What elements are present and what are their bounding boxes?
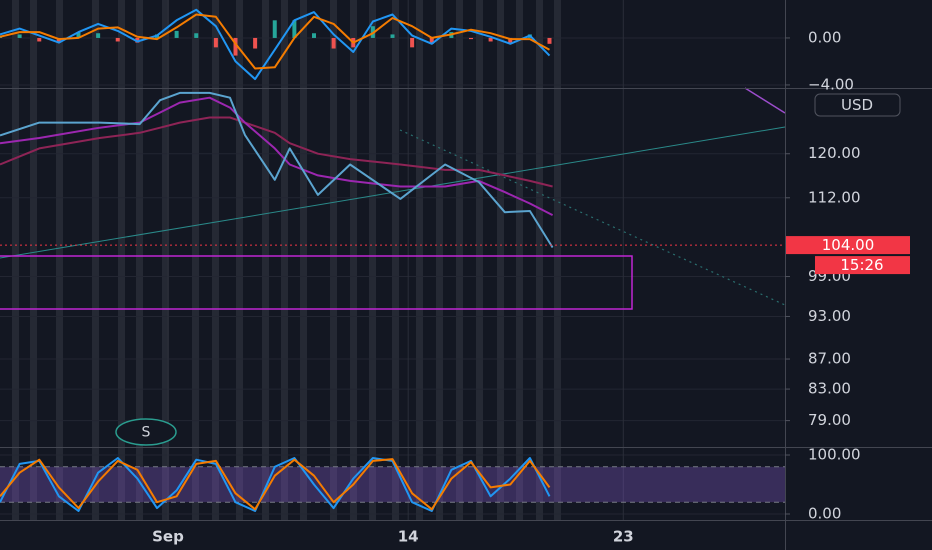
histogram-bar <box>508 37 513 43</box>
y-tick-label: 87.00 <box>808 350 851 368</box>
series-line <box>0 8 551 81</box>
y-tick-label: 0.00 <box>808 504 841 522</box>
event-marker[interactable] <box>115 418 177 446</box>
histogram-bar <box>115 37 120 42</box>
histogram-bar <box>429 37 434 44</box>
session-stripe <box>456 0 463 520</box>
event-marker-label: S <box>142 425 151 441</box>
plots <box>0 8 785 512</box>
trend-line <box>744 87 786 114</box>
histogram-bar <box>488 37 493 42</box>
band-fill <box>0 466 785 503</box>
series-line <box>0 116 553 188</box>
session-stripe <box>350 0 357 520</box>
session-stripe <box>12 0 19 520</box>
histogram-bar <box>547 37 552 44</box>
histogram-bar <box>233 37 238 56</box>
histogram-bar <box>331 37 336 49</box>
last-price-badge <box>786 236 910 255</box>
session-stripe <box>416 0 423 520</box>
session-stripe <box>330 0 337 520</box>
histogram-bar <box>135 37 140 43</box>
session-stripe <box>56 0 63 520</box>
histogram-bar <box>76 32 81 38</box>
series-line <box>0 91 554 249</box>
y-tick-label: −4.00 <box>808 75 854 93</box>
histogram-bar <box>469 37 473 40</box>
histogram-bar <box>272 20 277 38</box>
session-stripes <box>12 0 561 520</box>
histogram-bar <box>17 34 22 38</box>
histogram-bar <box>312 33 316 38</box>
session-stripe <box>392 0 399 520</box>
session-stripe <box>192 0 199 520</box>
session-stripe <box>262 0 269 520</box>
session-stripe <box>162 0 169 520</box>
y-tick-label: 0.00 <box>808 28 841 46</box>
histogram-bar <box>292 20 297 38</box>
y-tick-label: 83.00 <box>808 380 851 398</box>
histogram-bar <box>96 33 101 38</box>
histogram-bar <box>174 30 179 38</box>
session-stripe <box>136 0 143 520</box>
price-axis: 0.00−4.00120.00112.0099.0093.0087.0083.0… <box>152 28 910 546</box>
session-stripe <box>554 0 561 520</box>
x-tick-label: Sep <box>152 528 184 546</box>
histogram-bar <box>253 37 258 49</box>
session-stripe <box>516 0 523 520</box>
session-stripe <box>300 0 307 520</box>
session-stripe <box>436 0 443 520</box>
session-stripe <box>369 0 376 520</box>
x-tick-label: 14 <box>398 528 419 546</box>
series-line <box>0 13 550 70</box>
session-stripe <box>118 0 125 520</box>
last-price-label: 104.00 <box>822 236 875 254</box>
histogram-bar <box>194 33 199 38</box>
series-line <box>0 458 551 511</box>
y-tick-label: 100.00 <box>808 446 861 464</box>
countdown-badge <box>815 256 910 275</box>
currency-label: USD <box>841 96 873 114</box>
session-stripe <box>497 0 504 520</box>
session-stripe <box>476 0 483 520</box>
session-stripe <box>281 0 288 520</box>
y-tick-label: 93.00 <box>808 307 851 325</box>
session-stripe <box>30 0 37 520</box>
session-stripe <box>92 0 99 520</box>
histogram-bar <box>390 34 395 38</box>
session-stripe <box>236 0 243 520</box>
histogram-bar <box>213 37 218 48</box>
histogram-bar <box>37 37 42 42</box>
y-tick-label: 120.00 <box>808 144 861 162</box>
x-tick-label: 23 <box>613 528 634 546</box>
histogram-bar <box>410 37 415 48</box>
grid <box>0 0 785 520</box>
y-tick-label: 112.00 <box>808 188 861 206</box>
trend-line <box>399 129 786 306</box>
zone-box <box>0 255 633 310</box>
y-tick-label: 79.00 <box>808 411 851 429</box>
session-stripe <box>536 0 543 520</box>
series-line <box>0 457 551 512</box>
countdown-label: 15:26 <box>840 256 883 274</box>
session-stripe <box>212 0 219 520</box>
currency-button[interactable] <box>814 93 901 117</box>
